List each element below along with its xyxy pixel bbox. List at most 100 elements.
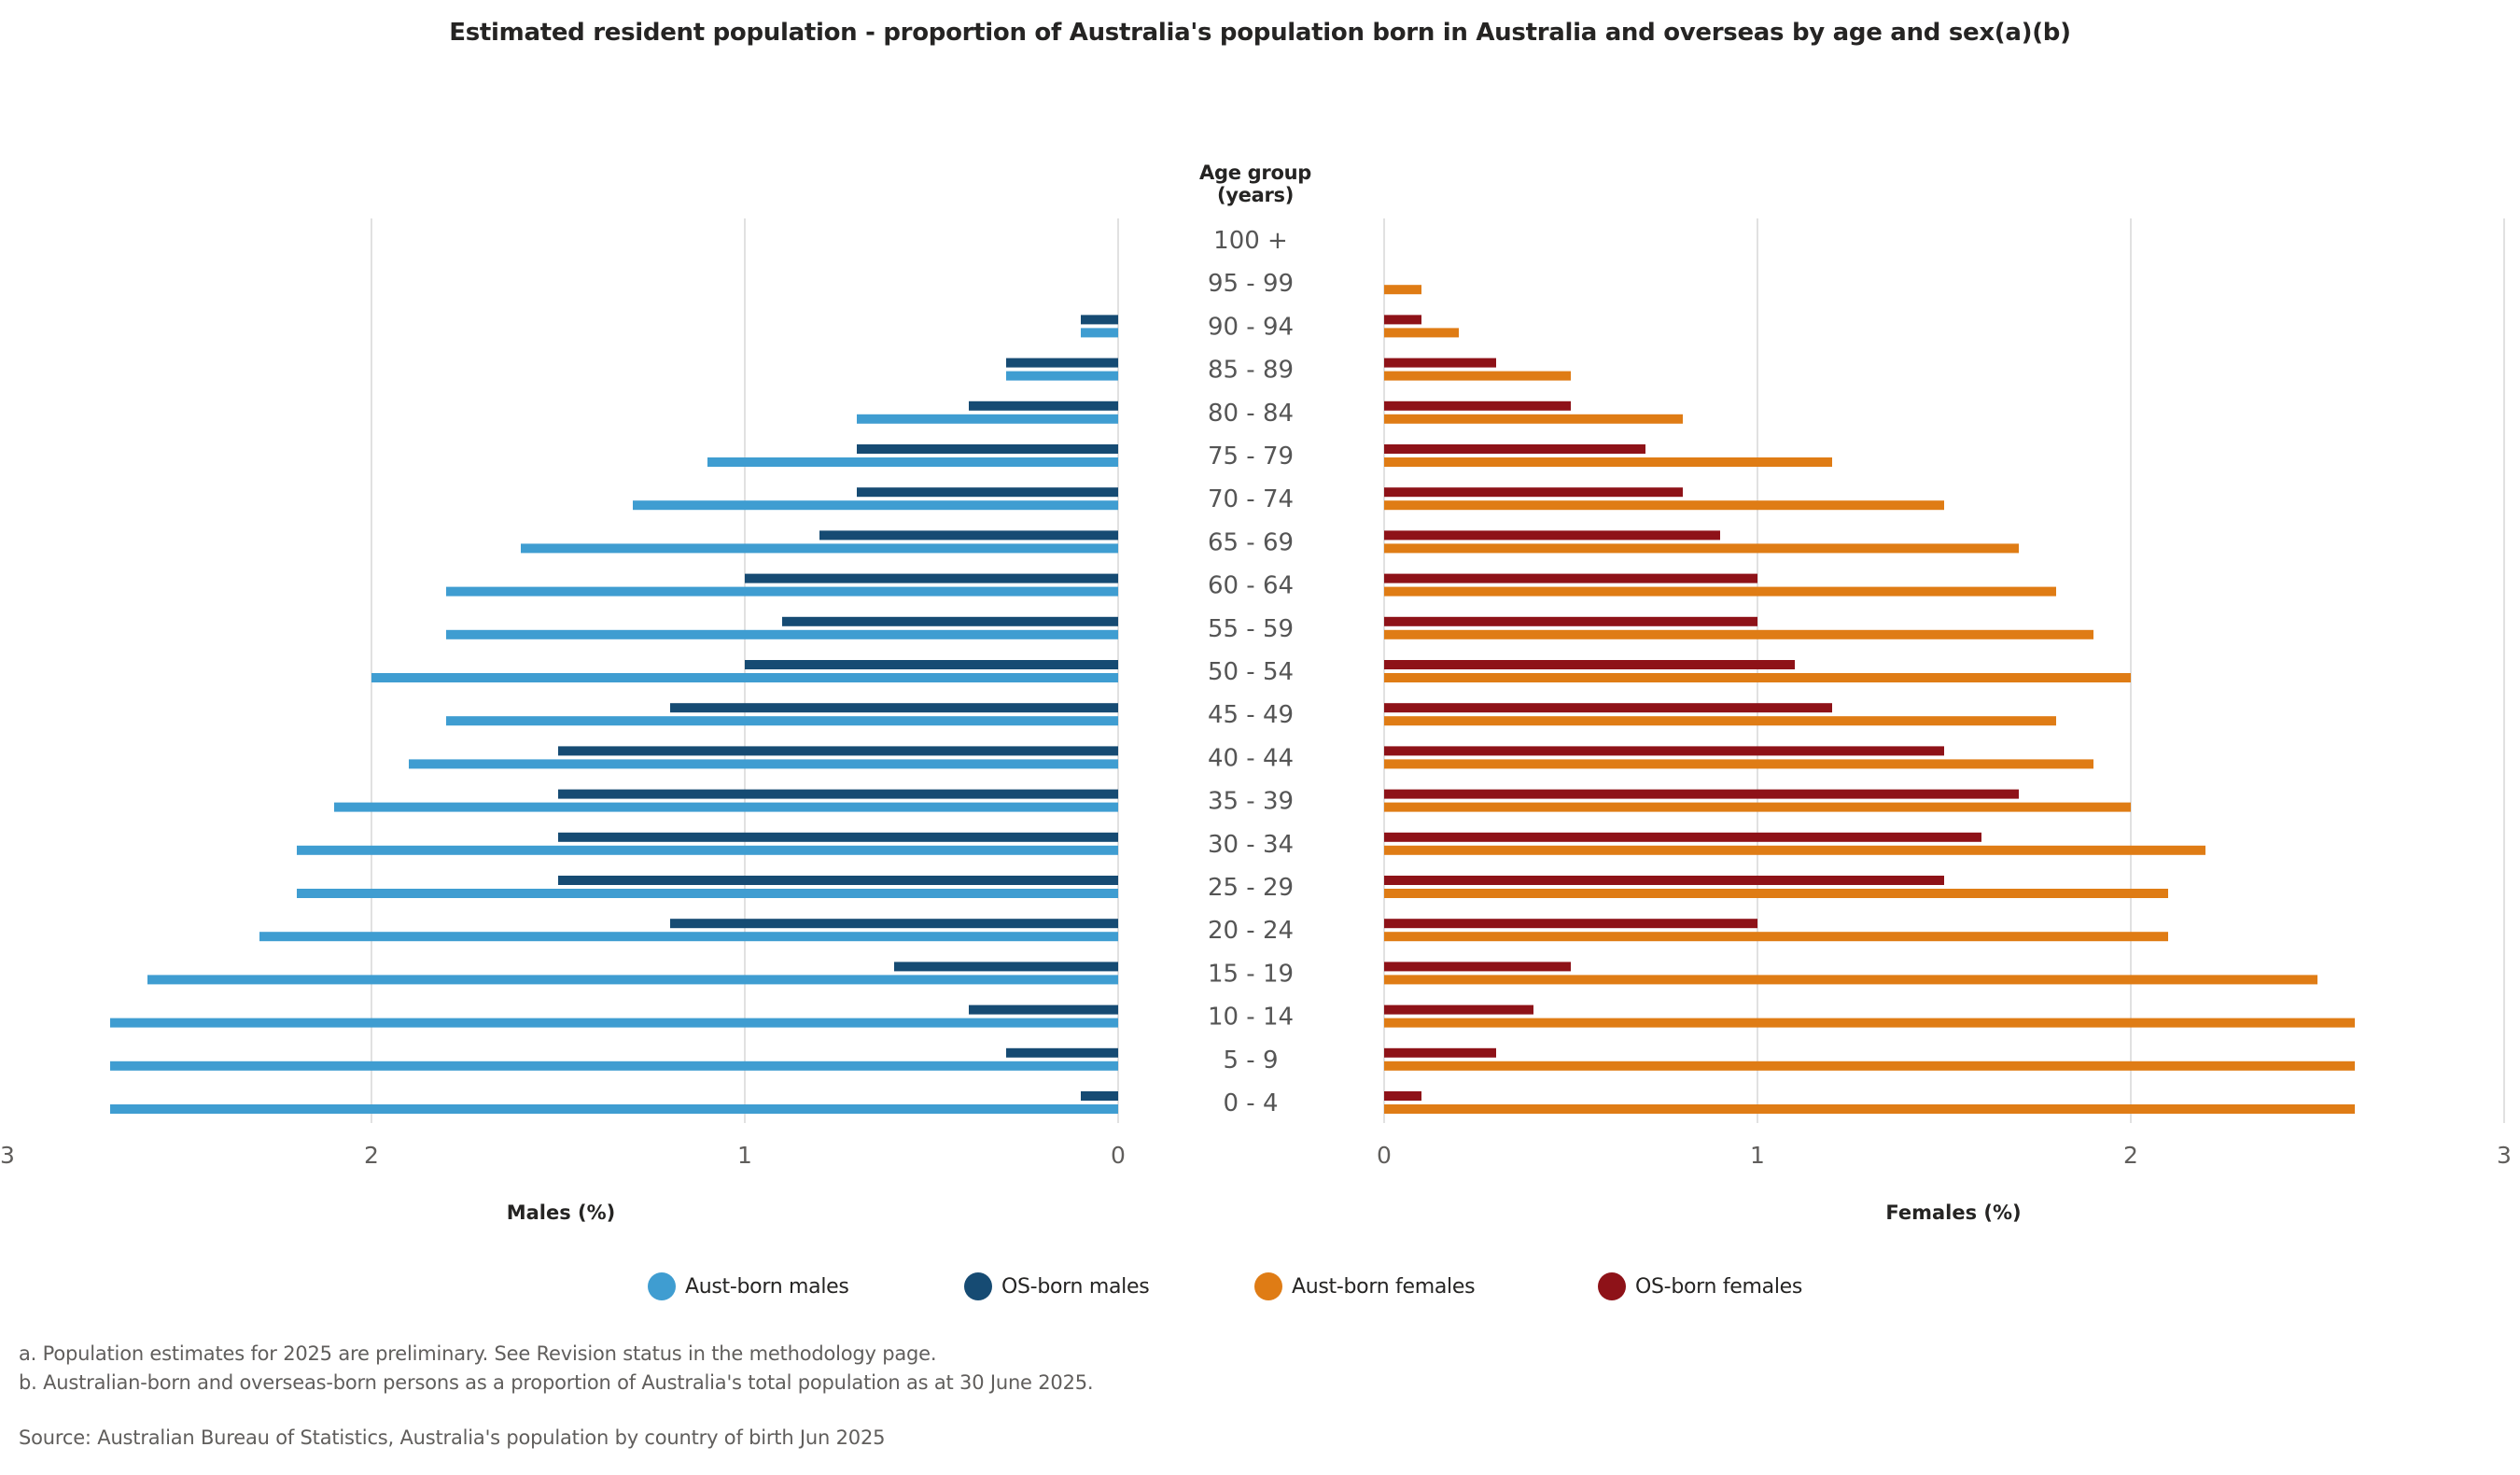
bar-aust-born-males-25-29[interactable]: [297, 889, 1118, 898]
gridlines: [371, 218, 2505, 1123]
bar-aust-born-females-40-44[interactable]: [1384, 759, 2093, 769]
bar-aust-born-males-30-34[interactable]: [297, 845, 1118, 855]
bar-os-born-females-20-24[interactable]: [1384, 919, 1757, 929]
bar-aust-born-females-15-19[interactable]: [1384, 975, 2317, 985]
bar-aust-born-males-15-19[interactable]: [147, 975, 1118, 985]
bar-aust-born-females-90-94[interactable]: [1384, 328, 1459, 338]
bar-os-born-males-85-89[interactable]: [1006, 358, 1118, 368]
bar-os-born-females-10-14[interactable]: [1384, 1004, 1533, 1015]
category-label: 100 +: [1213, 227, 1288, 255]
bar-aust-born-females-60-64[interactable]: [1384, 586, 2056, 597]
females-tick-label: 3: [2497, 1142, 2512, 1169]
males-axis-title: Males (%): [507, 1201, 616, 1224]
bar-os-born-males-70-74[interactable]: [857, 487, 1118, 498]
bar-aust-born-males-0-4[interactable]: [110, 1104, 1118, 1114]
category-label: 50 - 54: [1208, 658, 1294, 686]
bar-aust-born-females-45-49[interactable]: [1384, 716, 2056, 726]
category-label: 35 - 39: [1208, 788, 1294, 816]
bar-os-born-females-55-59[interactable]: [1384, 616, 1757, 626]
bar-aust-born-males-90-94[interactable]: [1081, 328, 1118, 338]
bar-os-born-females-70-74[interactable]: [1384, 487, 1683, 498]
bar-os-born-males-25-29[interactable]: [558, 876, 1118, 885]
bar-aust-born-females-55-59[interactable]: [1384, 629, 2093, 639]
bar-os-born-females-35-39[interactable]: [1384, 789, 2019, 799]
labels: 0 1 2 3 Males (%) 0 1 2 3 Females (%) 100 + 95 - 99…: [0, 227, 2512, 1224]
bar-os-born-females-80-84[interactable]: [1384, 400, 1571, 411]
bar-aust-born-males-55-59[interactable]: [446, 629, 1118, 639]
bar-os-born-males-75-79[interactable]: [857, 444, 1118, 454]
males-tick-label: 2: [364, 1142, 379, 1169]
bar-os-born-males-0-4[interactable]: [1081, 1091, 1118, 1101]
bar-aust-born-females-70-74[interactable]: [1384, 500, 1944, 511]
bar-os-born-females-15-19[interactable]: [1384, 962, 1571, 972]
bar-aust-born-males-85-89[interactable]: [1006, 371, 1118, 381]
bar-aust-born-females-50-54[interactable]: [1384, 673, 2131, 682]
bar-aust-born-females-95-99[interactable]: [1384, 285, 1421, 295]
bar-aust-born-males-65-69[interactable]: [521, 543, 1118, 554]
bar-aust-born-females-5-9[interactable]: [1384, 1061, 2355, 1071]
bar-aust-born-females-35-39[interactable]: [1384, 802, 2131, 812]
bar-os-born-females-0-4[interactable]: [1384, 1091, 1421, 1101]
bar-os-born-males-65-69[interactable]: [819, 530, 1118, 541]
females-tick-label: 2: [2123, 1142, 2138, 1169]
bar-aust-born-males-80-84[interactable]: [857, 414, 1118, 424]
bar-aust-born-males-10-14[interactable]: [110, 1018, 1118, 1028]
bar-os-born-females-50-54[interactable]: [1384, 660, 1795, 669]
bar-os-born-males-80-84[interactable]: [969, 400, 1118, 411]
bar-os-born-males-45-49[interactable]: [670, 703, 1118, 713]
bar-aust-born-males-5-9[interactable]: [110, 1061, 1118, 1071]
legend-item-os-born-females[interactable]: OS-born females: [1598, 1270, 1802, 1303]
bar-os-born-males-60-64[interactable]: [745, 573, 1118, 583]
legend-item-aust-born-males[interactable]: Aust-born males: [648, 1270, 849, 1303]
bar-aust-born-females-65-69[interactable]: [1384, 543, 2019, 554]
bar-aust-born-males-70-74[interactable]: [633, 500, 1118, 511]
bar-aust-born-males-20-24[interactable]: [259, 932, 1118, 942]
bar-os-born-females-90-94[interactable]: [1384, 315, 1421, 325]
legend-label: OS-born females: [1635, 1274, 1803, 1299]
bar-os-born-males-35-39[interactable]: [558, 789, 1118, 799]
bar-os-born-males-50-54[interactable]: [745, 660, 1118, 669]
bar-os-born-females-65-69[interactable]: [1384, 530, 1720, 541]
bar-os-born-males-10-14[interactable]: [969, 1004, 1118, 1015]
bar-aust-born-males-35-39[interactable]: [334, 802, 1118, 812]
category-label: 15 - 19: [1208, 960, 1294, 988]
population-pyramid-chart: 0 1 2 3 Males (%) 0 1 2 3 Females (%) 100 + 95 - 99…: [0, 218, 2512, 1224]
bars: [110, 285, 2355, 1114]
bar-aust-born-females-75-79[interactable]: [1384, 457, 1832, 467]
bar-aust-born-females-25-29[interactable]: [1384, 889, 2168, 898]
bar-aust-born-females-30-34[interactable]: [1384, 845, 2205, 855]
bar-os-born-males-15-19[interactable]: [894, 962, 1118, 972]
legend-item-aust-born-females[interactable]: Aust-born females: [1254, 1270, 1476, 1303]
bar-aust-born-females-85-89[interactable]: [1384, 371, 1571, 381]
bar-os-born-males-90-94[interactable]: [1081, 315, 1118, 325]
bar-aust-born-females-80-84[interactable]: [1384, 414, 1683, 424]
bar-aust-born-males-50-54[interactable]: [371, 673, 1118, 682]
bar-os-born-females-30-34[interactable]: [1384, 832, 1981, 842]
bar-aust-born-females-0-4[interactable]: [1384, 1104, 2355, 1114]
bar-os-born-females-85-89[interactable]: [1384, 358, 1496, 368]
bar-os-born-females-25-29[interactable]: [1384, 876, 1944, 885]
footnote-a: a. Population estimates for 2025 are pre…: [19, 1342, 937, 1365]
source-note: Source: Australian Bureau of Statistics,…: [19, 1426, 886, 1449]
bar-aust-born-males-60-64[interactable]: [446, 586, 1118, 597]
bar-os-born-females-75-79[interactable]: [1384, 444, 1645, 454]
category-label: 25 - 29: [1208, 874, 1294, 902]
females-tick-label: 1: [1750, 1142, 1765, 1169]
bar-os-born-females-60-64[interactable]: [1384, 573, 1757, 583]
bar-aust-born-females-20-24[interactable]: [1384, 932, 2168, 942]
bar-os-born-males-55-59[interactable]: [782, 616, 1118, 626]
bar-os-born-females-45-49[interactable]: [1384, 703, 1832, 713]
bar-os-born-females-40-44[interactable]: [1384, 746, 1944, 756]
bar-aust-born-males-40-44[interactable]: [409, 759, 1118, 769]
bar-aust-born-females-10-14[interactable]: [1384, 1018, 2355, 1028]
category-label: 0 - 4: [1224, 1089, 1279, 1117]
bar-os-born-males-40-44[interactable]: [558, 746, 1118, 756]
bar-aust-born-males-45-49[interactable]: [446, 716, 1118, 726]
category-label: 30 - 34: [1208, 831, 1294, 859]
bar-os-born-males-20-24[interactable]: [670, 919, 1118, 929]
bar-os-born-females-5-9[interactable]: [1384, 1047, 1496, 1058]
bar-aust-born-males-75-79[interactable]: [707, 457, 1118, 467]
bar-os-born-males-30-34[interactable]: [558, 832, 1118, 842]
bar-os-born-males-5-9[interactable]: [1006, 1047, 1118, 1058]
legend-item-os-born-males[interactable]: OS-born males: [964, 1270, 1150, 1303]
